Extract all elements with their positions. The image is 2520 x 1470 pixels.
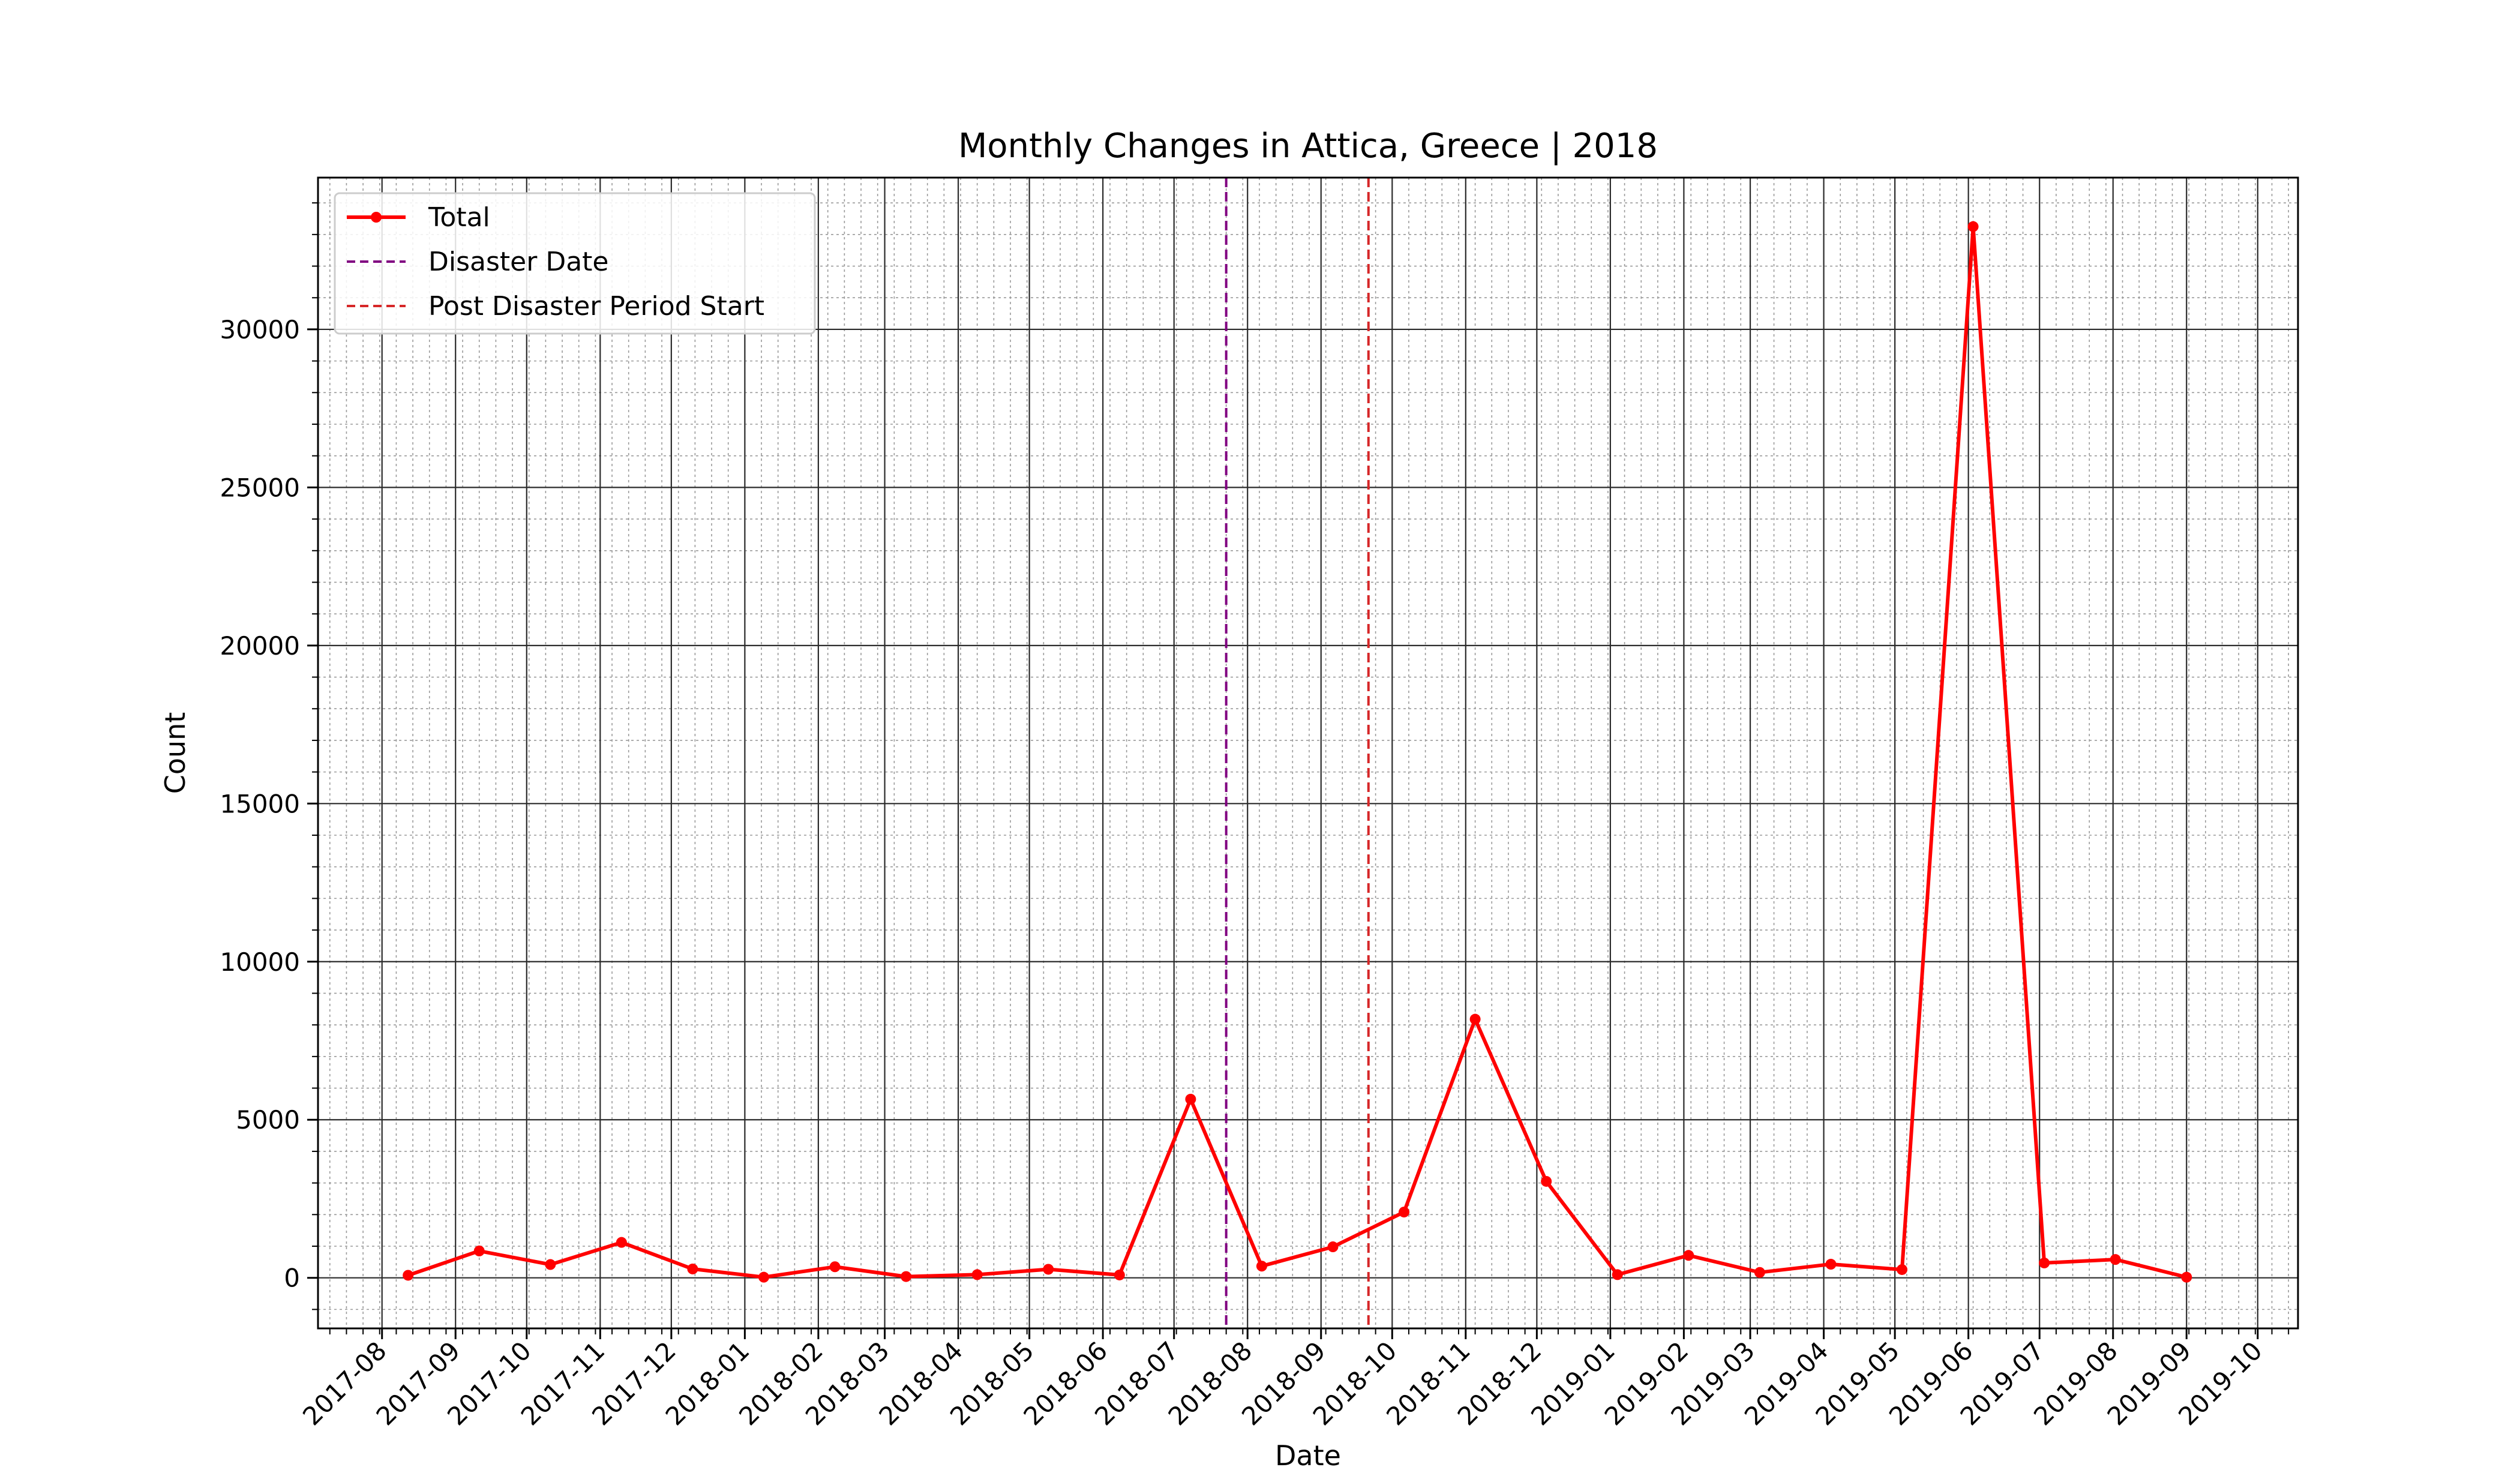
data-point (2181, 1271, 2192, 1283)
data-point (1256, 1261, 1267, 1272)
data-point (1043, 1264, 1054, 1275)
legend-label-post-disaster: Post Disaster Period Start (428, 291, 764, 322)
data-point (1683, 1250, 1694, 1261)
data-point (829, 1261, 841, 1273)
grid (318, 178, 2298, 1328)
legend-box (334, 192, 816, 335)
data-point (758, 1271, 769, 1283)
data-point (971, 1269, 983, 1280)
data-point (1967, 221, 1979, 232)
x-axis-label: Date (1275, 1439, 1341, 1470)
plot-area-frame (317, 176, 2299, 1330)
data-point (1825, 1259, 1837, 1270)
y-tick-label: 30000 (220, 315, 300, 344)
data-point (2110, 1254, 2121, 1265)
legend-label-total: Total (428, 202, 490, 233)
data-point (1612, 1269, 1623, 1280)
y-tick-label: 10000 (220, 947, 300, 977)
y-tick-label: 20000 (220, 631, 300, 661)
data-point (1327, 1241, 1339, 1253)
data-point (1754, 1267, 1765, 1278)
data-point (2039, 1257, 2050, 1268)
data-point (473, 1245, 485, 1256)
data-point (1469, 1013, 1481, 1025)
data-point (403, 1270, 414, 1281)
y-tick-label: 15000 (220, 789, 300, 818)
data-point (1399, 1207, 1410, 1218)
data-series (403, 221, 2192, 1283)
data-point (1897, 1264, 1907, 1275)
data-point (1114, 1269, 1125, 1280)
y-tick-label: 5000 (236, 1105, 300, 1135)
chart-title: Monthly Changes in Attica, Greece | 2018 (958, 127, 1658, 166)
y-tick-label: 25000 (220, 473, 300, 502)
legend: Total Disaster Date Post Disaster Period… (334, 192, 816, 335)
data-point (1185, 1093, 1196, 1105)
data-point (901, 1271, 912, 1282)
data-point (616, 1237, 627, 1248)
data-point (545, 1259, 556, 1270)
legend-marker-total (371, 212, 382, 223)
series-line-total (407, 224, 2188, 1279)
y-tick-label: 0 (284, 1264, 300, 1293)
reference-lines (1225, 178, 1370, 1328)
legend-label-disaster-date: Disaster Date (428, 247, 608, 277)
data-point (687, 1263, 698, 1274)
y-axis-label: Count (159, 712, 191, 794)
data-point (1541, 1175, 1552, 1187)
